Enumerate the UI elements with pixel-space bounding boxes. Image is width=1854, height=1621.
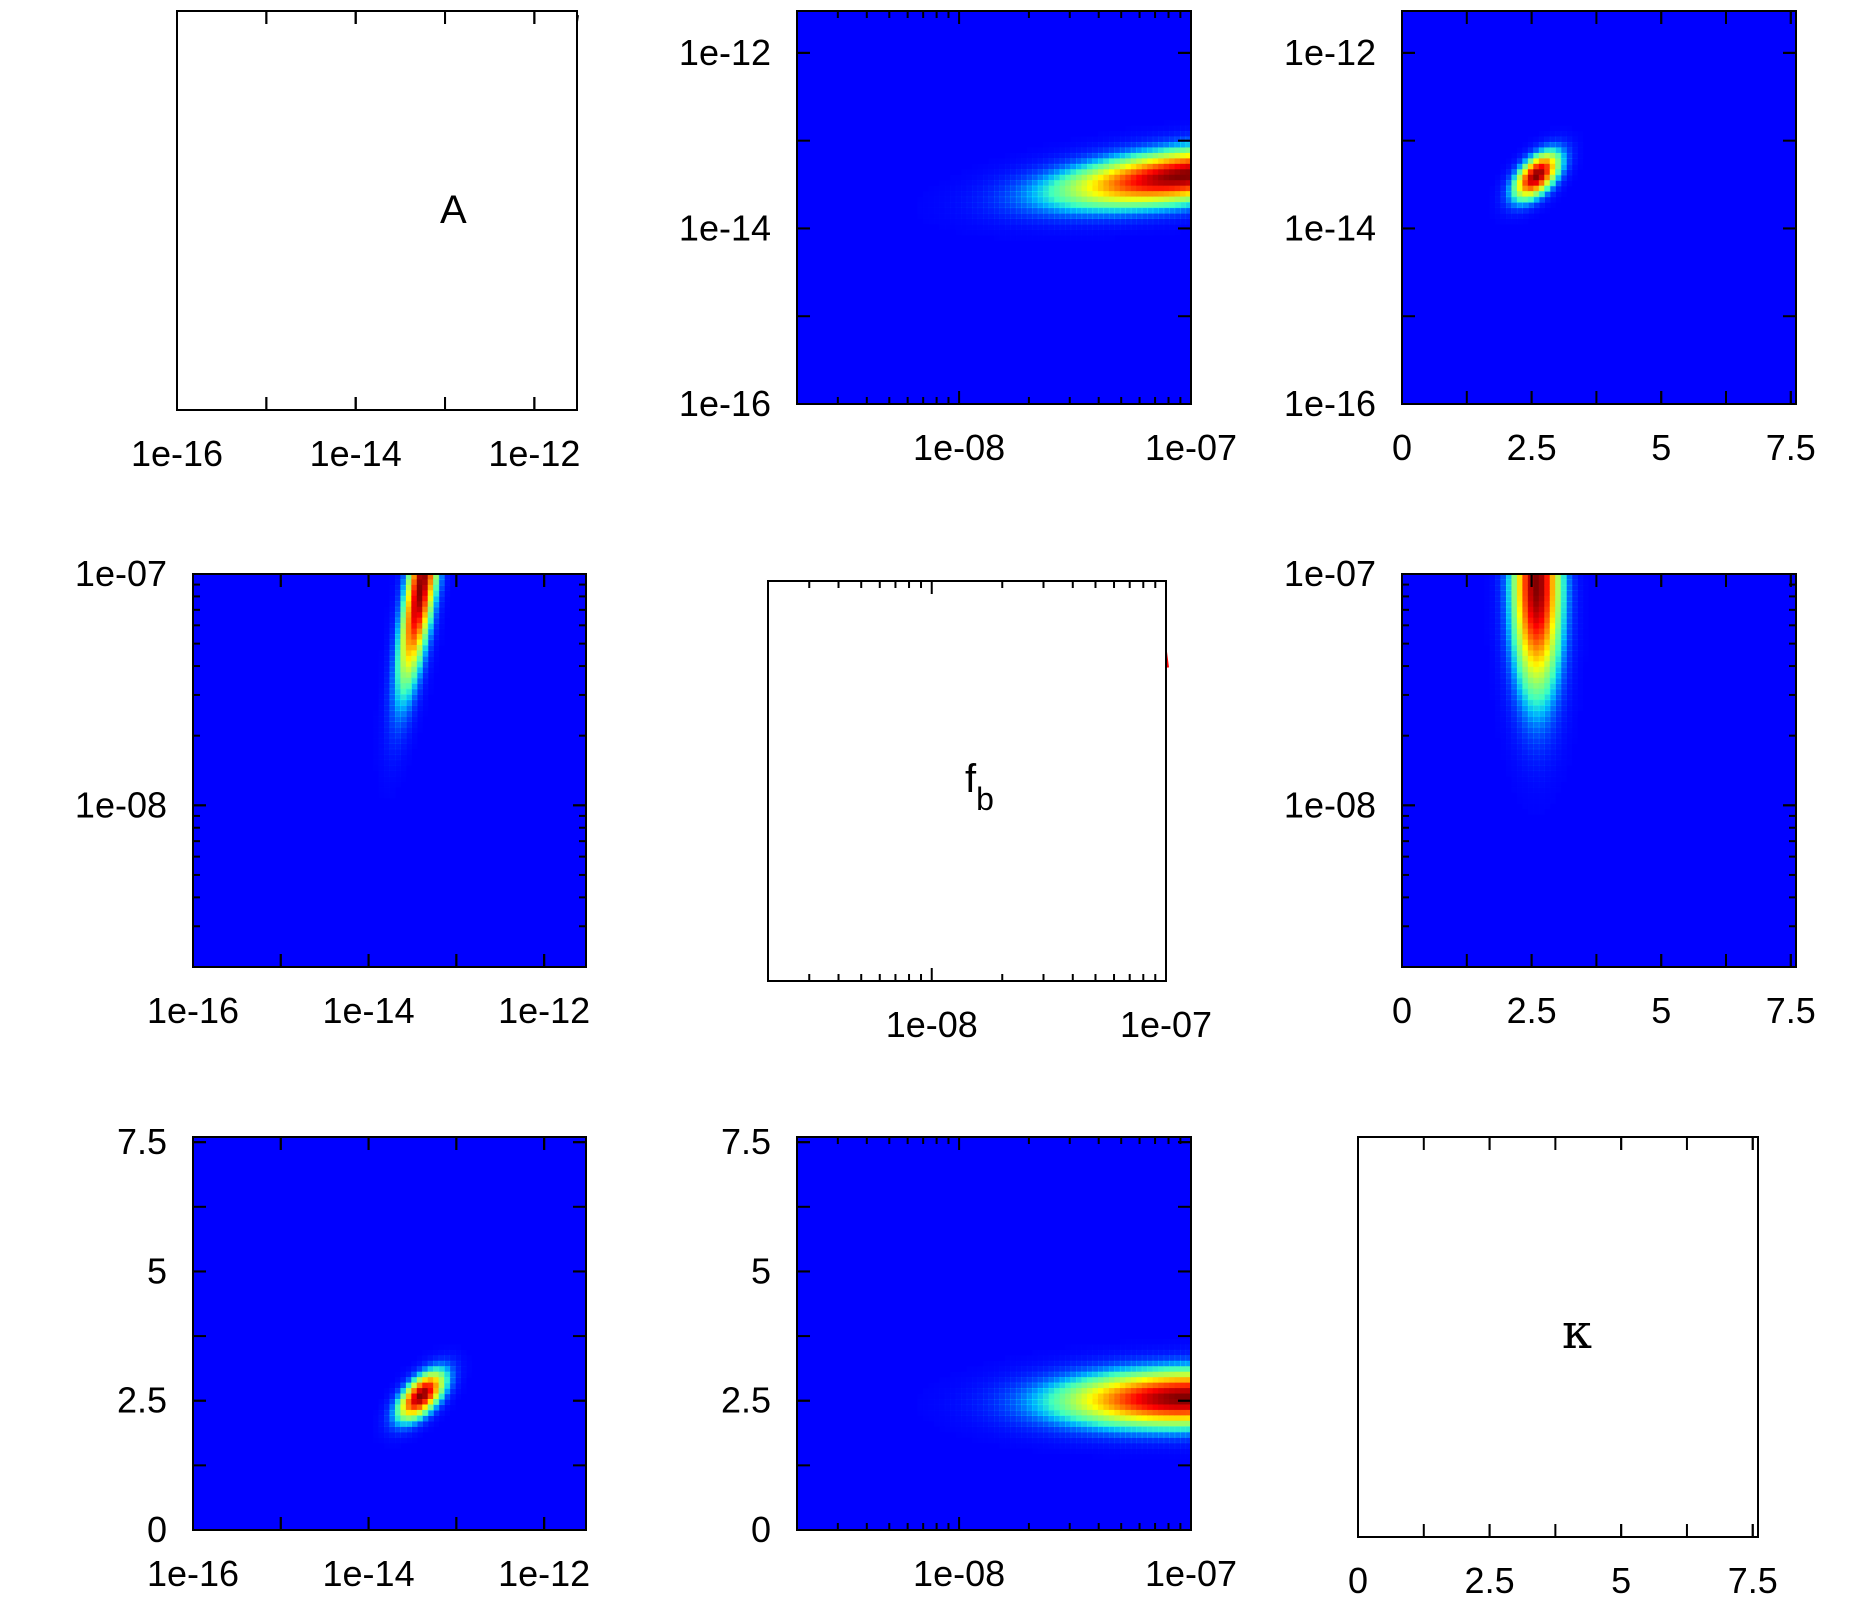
y-tick-label: 7.5 [721,1121,771,1162]
heatmap-background [797,1137,1191,1530]
panel-kappa-vs-amplitude: 0 2.5 5 7.5 1e-12 1e-14 1e-16 [1284,10,1816,468]
x-tick-label: 1e-16 [147,1553,239,1594]
x-tick-label: 1e-12 [488,433,580,474]
y-tick-label: 1e-07 [1284,553,1376,594]
y-tick-label: 7.5 [117,1121,167,1162]
y-tick-label: 1e-16 [1284,383,1376,424]
x-tick-label: 1e-14 [310,433,402,474]
heatmap-density [939,1344,1191,1455]
panel-amplitude-pdf: A 1e-16 1e-14 1e-12 [131,10,580,474]
heatmap-background [1402,11,1796,404]
panel-kappa-pdf: κ 0 2.5 5 7.5 [1348,1136,1778,1601]
x-tick-label: 1e-07 [1145,427,1237,468]
panel-amplitude-vs-kappa: 1e-16 1e-14 1e-12 7.5 5 2.5 0 [117,1121,590,1594]
x-tick-label: 0 [1392,427,1412,468]
panel-fb-vs-kappa: 1e-08 1e-07 7.5 5 2.5 0 [721,1121,1237,1594]
x-tick-label: 1e-14 [323,990,415,1031]
x-tick-label: 7.5 [1766,427,1816,468]
annotation-label: fb [965,757,994,817]
x-tick-label: 1e-12 [498,990,590,1031]
heatmap-density [378,574,451,783]
x-tick-label: 0 [1392,990,1412,1031]
annotation-label: A [440,188,467,232]
x-tick-label: 5 [1611,1560,1631,1601]
x-tick-label: 1e-14 [323,1553,415,1594]
x-tick-label: 5 [1651,427,1671,468]
heatmap-density [939,125,1191,236]
x-tick-label: 1e-16 [131,433,223,474]
heatmap-background [1402,574,1796,967]
y-tick-label: 1e-14 [1284,207,1376,248]
y-tick-label: 0 [147,1509,167,1550]
y-tick-label: 1e-16 [679,383,771,424]
x-tick-label: 2.5 [1507,427,1557,468]
annotation-label: κ [1562,1304,1592,1360]
x-tick-label: 1e-08 [886,1004,978,1045]
y-tick-label: 2.5 [117,1380,167,1421]
y-tick-label: 2.5 [721,1380,771,1421]
heatmap-background [193,574,586,967]
panel-kappa-vs-fb: 0 2.5 5 7.5 1e-07 1e-08 [1284,553,1816,1031]
x-tick-label: 7.5 [1728,1560,1778,1601]
panel-fb-vs-amplitude: 1e-08 1e-07 1e-12 1e-14 1e-16 [679,10,1237,468]
x-tick-label: 1e-07 [1145,1553,1237,1594]
x-tick-label: 2.5 [1507,990,1557,1031]
x-tick-label: 7.5 [1766,990,1816,1031]
x-tick-label: 2.5 [1465,1560,1515,1601]
panel-amplitude-vs-fb: 1e-16 1e-14 1e-12 1e-07 1e-08 [75,553,590,1031]
y-tick-label: 1e-12 [679,32,771,73]
y-tick-label: 5 [147,1250,167,1291]
y-tick-label: 5 [751,1250,771,1291]
heatmap-density [1489,574,1584,799]
x-tick-label: 0 [1348,1560,1368,1601]
x-tick-label: 5 [1651,990,1671,1031]
x-tick-label: 1e-16 [147,990,239,1031]
x-tick-label: 1e-08 [913,427,1005,468]
heatmap-density [378,1349,467,1444]
x-tick-label: 1e-12 [498,1553,590,1594]
y-tick-label: 1e-14 [679,207,771,248]
panel-fb-pdf: fb 1e-08 1e-07 [766,580,1212,1045]
heatmap-background [193,1137,586,1530]
x-tick-label: 1e-08 [913,1553,1005,1594]
y-tick-label: 1e-08 [75,784,167,825]
x-tick-label: 1e-07 [1120,1004,1212,1045]
heatmap-density [1495,131,1584,220]
y-tick-label: 0 [751,1509,771,1550]
y-tick-label: 1e-07 [75,553,167,594]
y-tick-label: 1e-12 [1284,32,1376,73]
y-tick-label: 1e-08 [1284,784,1376,825]
